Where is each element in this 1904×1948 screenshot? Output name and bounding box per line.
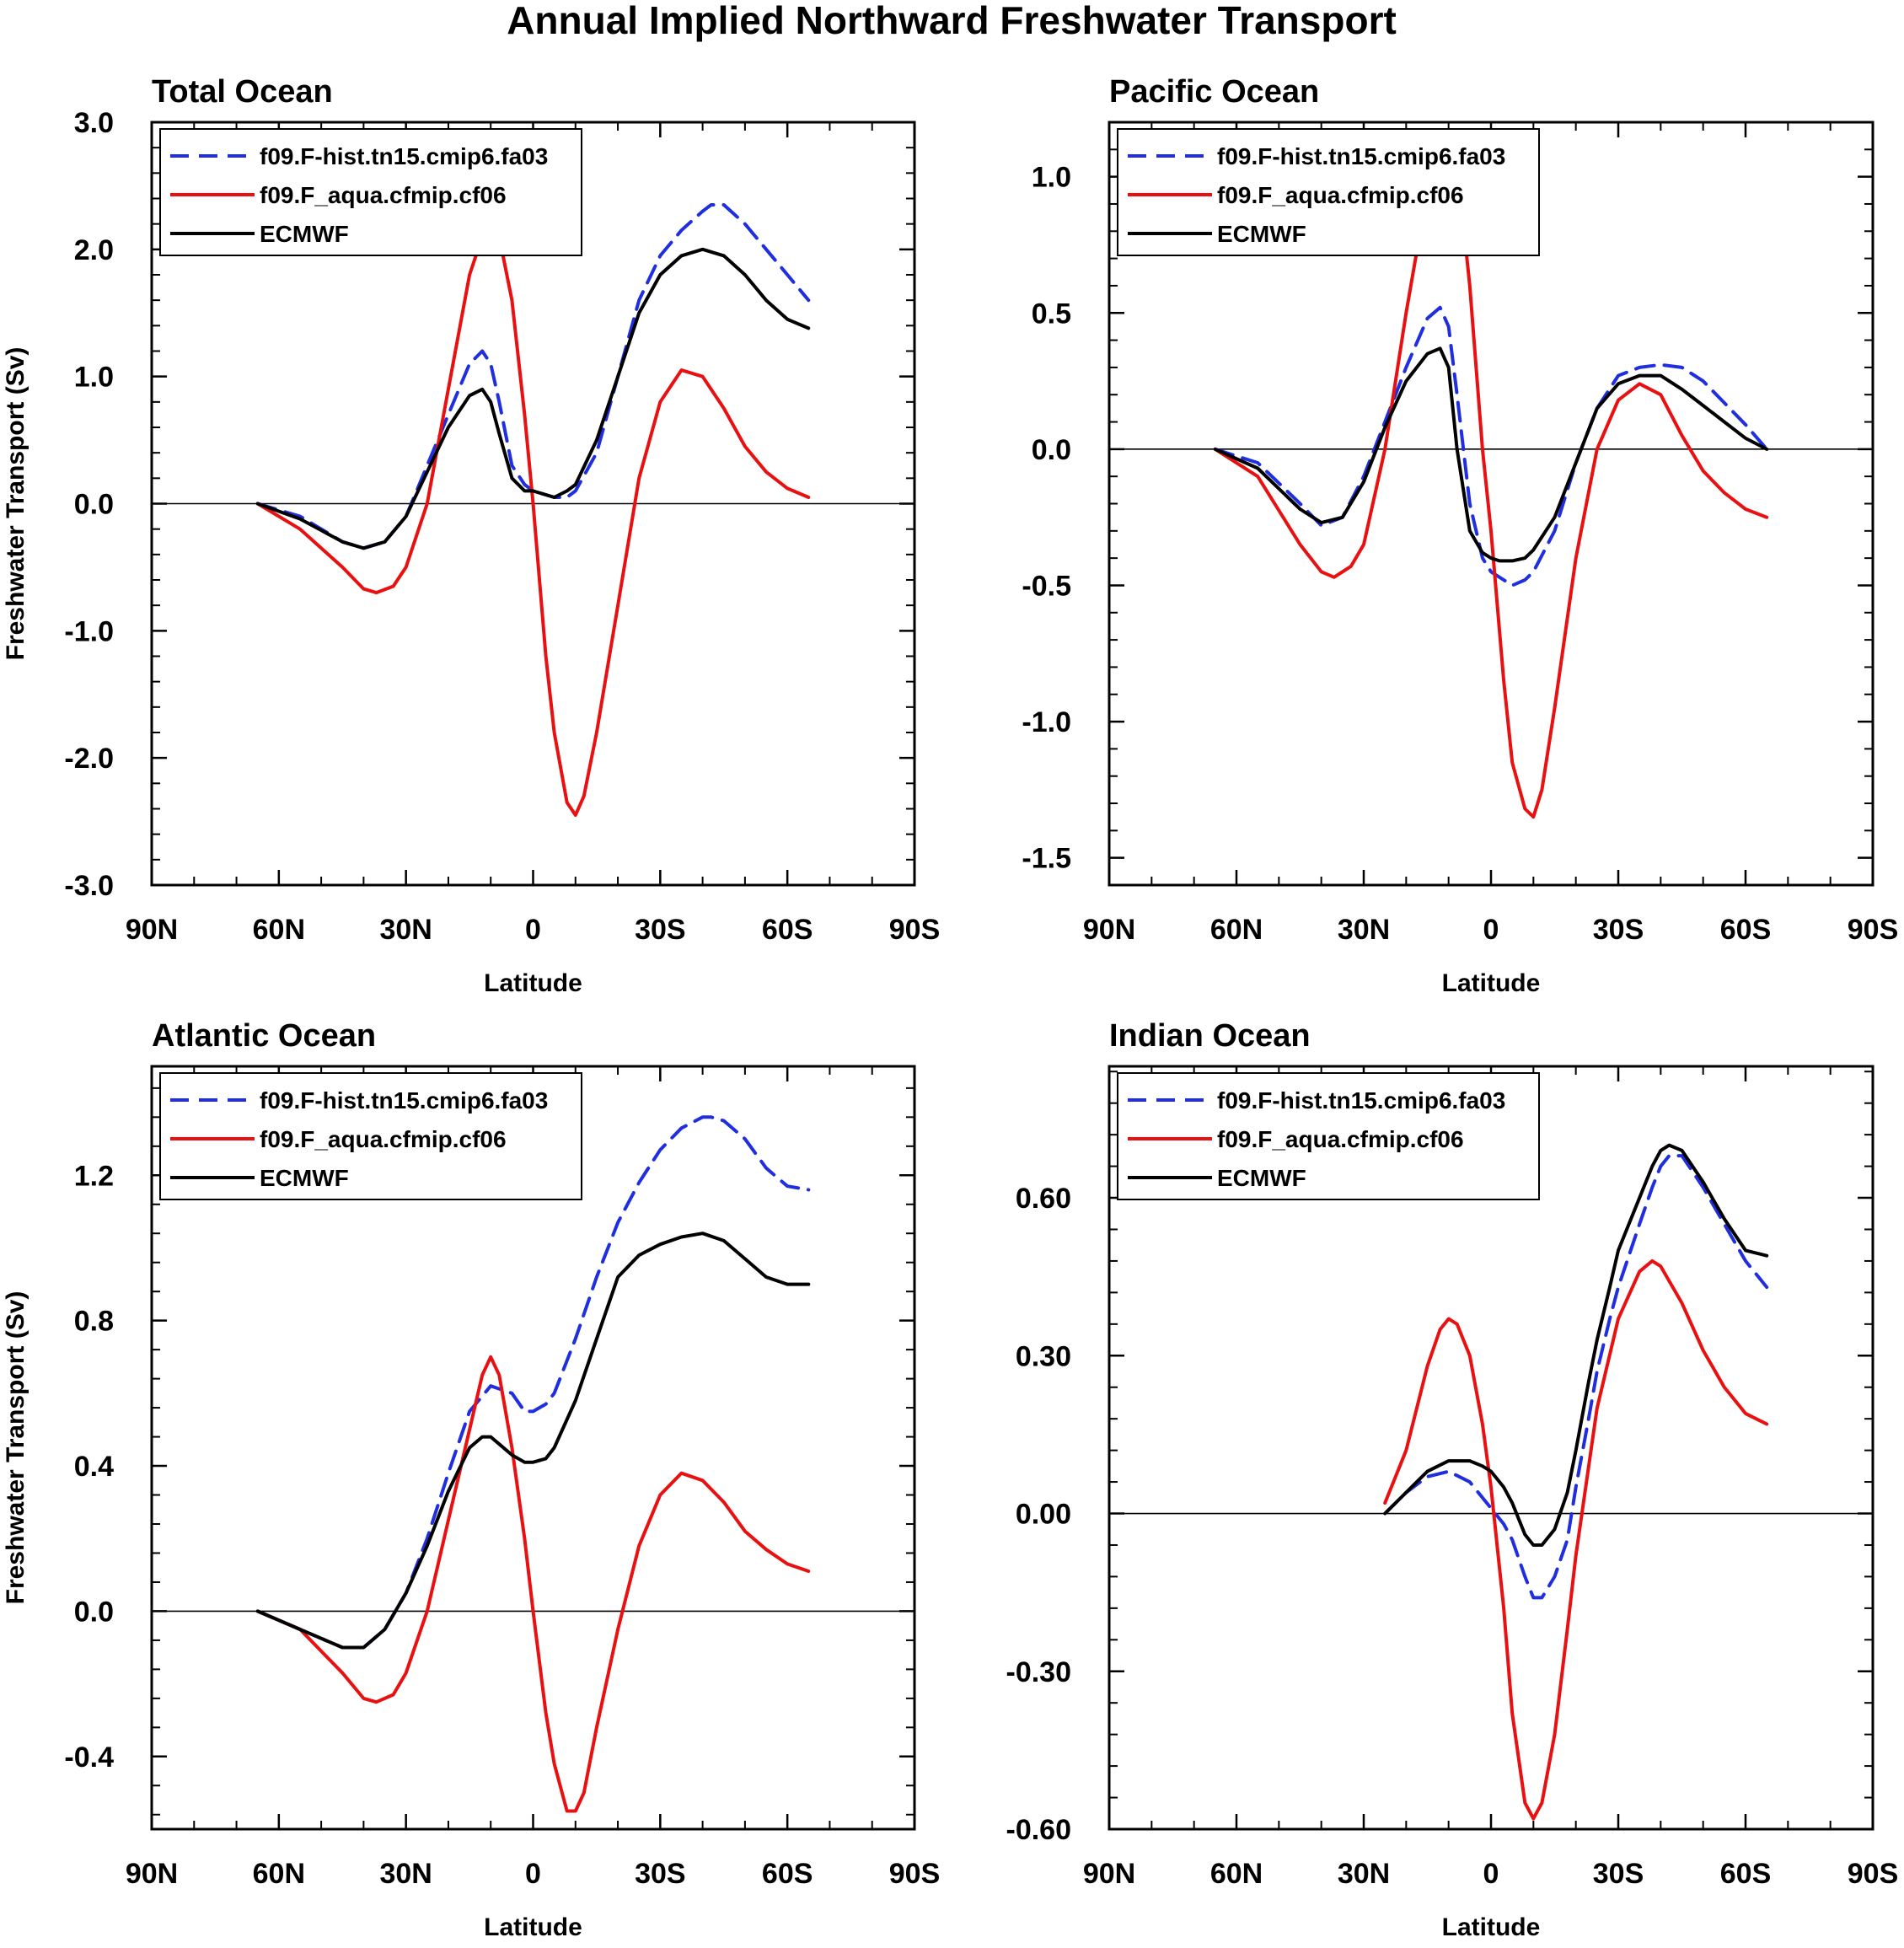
total-ocean-y-axis-label: Freshwater Transport (Sv): [2, 347, 29, 661]
figure-title: Annual Implied Northward Freshwater Tran…: [507, 0, 1397, 42]
indian-ocean-y-tick-label: 0.00: [1016, 1499, 1071, 1531]
pacific-ocean-y-tick-label: -0.5: [1022, 570, 1071, 602]
pacific-ocean-panel: Pacific Ocean 90N 60N 30N 0 30S 60S 90S -1.5 -1.0…: [1022, 74, 1898, 997]
pacific-ocean-legend-label-ecmwf: ECMWF: [1217, 221, 1306, 247]
indian-ocean-legend-label-f09-f-aqua-cfmip-cf06: f09.F_aqua.cfmip.cf06: [1217, 1126, 1464, 1152]
indian-ocean-title: Indian Ocean: [1109, 1018, 1311, 1054]
total-ocean-x-tick-label: 90S: [889, 914, 941, 946]
total-ocean-panel: Total Ocean 90N 60N 30N 0 30S 60S 90S -3.0 -2.0 -1…: [2, 74, 940, 997]
pacific-ocean-x-tick-label: 90S: [1848, 914, 1899, 946]
pacific-ocean-x-tick-label: 60S: [1720, 914, 1772, 946]
pacific-ocean-legend-label-f09-f-aqua-cfmip-cf06: f09.F_aqua.cfmip.cf06: [1217, 182, 1464, 208]
indian-ocean-x-axis-label: Latitude: [1442, 1913, 1541, 1941]
total-ocean-x-tick-label: 60S: [762, 914, 813, 946]
total-ocean-y-tick-label: -3.0: [64, 870, 114, 902]
total-ocean-series-f09-f-aqua-cfmip-cf06: [255, 222, 811, 817]
indian-ocean-x-tick-label: 90S: [1848, 1858, 1899, 1890]
total-ocean-x-tick-label: 90N: [126, 914, 178, 946]
atlantic-ocean-x-tick-label: 90N: [126, 1858, 178, 1890]
atlantic-ocean-legend-label-f09-f-hist-tn15-cmip6-fa03: f09.F-hist.tn15.cmip6.fa03: [260, 1087, 548, 1114]
pacific-ocean-y-tick-label: -1.5: [1022, 843, 1071, 875]
atlantic-ocean-y-tick-label: 0.8: [74, 1306, 114, 1338]
pacific-ocean-title: Pacific Ocean: [1109, 74, 1319, 110]
pacific-ocean-x-tick-label: 60N: [1210, 914, 1263, 946]
total-ocean-y-tick-label: 3.0: [74, 107, 114, 139]
total-ocean-x-axis-label: Latitude: [484, 969, 582, 997]
atlantic-ocean-y-tick-label: 0.4: [74, 1451, 114, 1483]
pacific-ocean-series-f09-f-aqua-cfmip-cf06: [1213, 134, 1769, 819]
pacific-ocean-y-tick-label: -1.0: [1022, 706, 1071, 738]
atlantic-ocean-x-tick-label: 60S: [762, 1858, 813, 1890]
atlantic-ocean-x-tick-label: 30S: [635, 1858, 686, 1890]
total-ocean-title: Total Ocean: [152, 74, 333, 110]
indian-ocean-series-f09-f-hist-tn15-cmip6-fa03: [1383, 1154, 1769, 1600]
indian-ocean-x-tick-label: 60S: [1720, 1858, 1772, 1890]
indian-ocean-y-tick-label: 0.30: [1016, 1340, 1071, 1372]
pacific-ocean-x-tick-label: 30N: [1338, 914, 1390, 946]
atlantic-ocean-x-tick-label: 0: [525, 1858, 541, 1890]
indian-ocean-legend-label-f09-f-hist-tn15-cmip6-fa03: f09.F-hist.tn15.cmip6.fa03: [1217, 1087, 1505, 1114]
atlantic-ocean-legend-label-f09-f-aqua-cfmip-cf06: f09.F_aqua.cfmip.cf06: [260, 1126, 507, 1152]
indian-ocean-x-tick-label: 60N: [1210, 1858, 1263, 1890]
total-ocean-legend-label-ecmwf: ECMWF: [260, 221, 349, 247]
atlantic-ocean-y-tick-label: 1.2: [74, 1160, 114, 1192]
indian-ocean-panel: Indian Ocean 90N 60N 30N 0 30S 60S 90S -0.60 -0.3…: [1006, 1018, 1899, 1941]
atlantic-ocean-x-tick-label: 60N: [253, 1858, 305, 1890]
indian-ocean-y-tick-label: 0.60: [1016, 1183, 1071, 1215]
pacific-ocean-x-tick-label: 0: [1483, 914, 1499, 946]
pacific-ocean-y-tick-label: 0.5: [1032, 298, 1071, 330]
atlantic-ocean-x-tick-label: 90S: [889, 1858, 941, 1890]
pacific-ocean-series-ecmwf: [1213, 346, 1769, 563]
pacific-ocean-y-tick-label: 0.0: [1032, 434, 1071, 466]
total-ocean-y-tick-label: 1.0: [74, 362, 114, 394]
pacific-ocean-legend-label-f09-f-hist-tn15-cmip6-fa03: f09.F-hist.tn15.cmip6.fa03: [1217, 143, 1505, 169]
total-ocean-y-tick-label: -2.0: [64, 743, 114, 775]
atlantic-ocean-series-f09-f-aqua-cfmip-cf06: [255, 1355, 811, 1813]
pacific-ocean-x-axis-label: Latitude: [1442, 969, 1541, 997]
total-ocean-legend-label-f09-f-aqua-cfmip-cf06: f09.F_aqua.cfmip.cf06: [260, 182, 507, 208]
total-ocean-y-tick-label: 2.0: [74, 234, 114, 266]
atlantic-ocean-y-tick-label: -0.4: [64, 1741, 114, 1774]
indian-ocean-x-tick-label: 0: [1483, 1858, 1499, 1890]
pacific-ocean-x-tick-label: 90N: [1083, 914, 1135, 946]
indian-ocean-x-tick-label: 30N: [1338, 1858, 1390, 1890]
indian-ocean-legend-label-ecmwf: ECMWF: [1217, 1165, 1306, 1191]
atlantic-ocean-title: Atlantic Ocean: [152, 1018, 376, 1054]
atlantic-ocean-legend-label-ecmwf: ECMWF: [260, 1165, 349, 1191]
indian-ocean-x-tick-label: 30S: [1593, 1858, 1644, 1890]
atlantic-ocean-y-axis-label: Freshwater Transport (Sv): [2, 1291, 29, 1605]
total-ocean-x-tick-label: 0: [525, 914, 541, 946]
atlantic-ocean-x-tick-label: 30N: [379, 1858, 432, 1890]
total-ocean-y-tick-label: -1.0: [64, 615, 114, 647]
atlantic-ocean-x-axis-label: Latitude: [484, 1913, 582, 1941]
total-ocean-legend-label-f09-f-hist-tn15-cmip6-fa03: f09.F-hist.tn15.cmip6.fa03: [260, 143, 548, 169]
indian-ocean-series-ecmwf: [1383, 1143, 1769, 1547]
atlantic-ocean-series-ecmwf: [255, 1232, 811, 1650]
total-ocean-x-tick-label: 30N: [379, 914, 432, 946]
indian-ocean-x-tick-label: 90N: [1083, 1858, 1135, 1890]
pacific-ocean-y-tick-label: 1.0: [1032, 162, 1071, 194]
total-ocean-series-ecmwf: [255, 247, 811, 550]
indian-ocean-y-tick-label: -0.60: [1006, 1814, 1072, 1846]
pacific-ocean-x-tick-label: 30S: [1593, 914, 1644, 946]
indian-ocean-series-f09-f-aqua-cfmip-cf06: [1383, 1258, 1769, 1821]
atlantic-ocean-panel: Atlantic Ocean 90N 60N 30N 0 30S 60S 90S -0.4 0.0…: [2, 1018, 940, 1941]
total-ocean-x-tick-label: 30S: [635, 914, 686, 946]
total-ocean-x-tick-label: 60N: [253, 914, 305, 946]
indian-ocean-y-tick-label: -0.30: [1006, 1656, 1072, 1688]
atlantic-ocean-y-tick-label: 0.0: [74, 1596, 114, 1628]
total-ocean-y-tick-label: 0.0: [74, 489, 114, 521]
